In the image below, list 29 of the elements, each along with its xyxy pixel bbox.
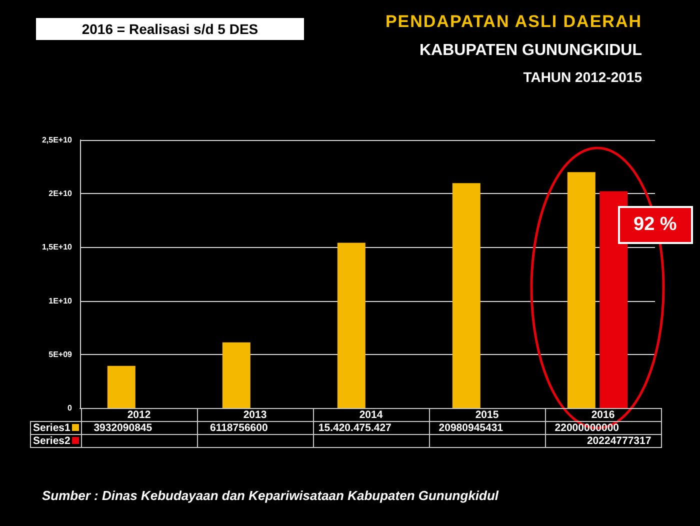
x-tick-label: 2013 <box>241 409 269 421</box>
legend-label: Series2 <box>33 435 70 447</box>
chart-subtitle: KABUPATEN GUNUNGKIDUL TAHUN 2012-2015 <box>419 41 642 87</box>
data-label: 6118756600 <box>210 422 268 434</box>
y-tick-label: 2E+10 <box>48 189 73 198</box>
bar <box>337 242 366 408</box>
y-tick-label: 0 <box>68 404 73 412</box>
data-label: 22000000000 <box>554 422 620 434</box>
data-label: 3932090845 <box>94 422 152 434</box>
y-tick-label: 1,5E+10 <box>42 242 73 252</box>
y-tick-label: 2,5E+10 <box>42 136 73 144</box>
x-tick-label: 2014 <box>357 409 385 421</box>
legend-label: Series1 <box>33 422 70 434</box>
text: Sumber : Dinas Kebudayaan dan Kepariwisataan Kabupaten Gunungkidul <box>42 488 499 503</box>
bar <box>567 172 596 408</box>
chart-title: PENDAPATAN ASLI DAERAH <box>385 12 642 32</box>
data-label: 20980945431 <box>438 422 504 434</box>
data-label: 15.420.475.427 <box>318 422 392 434</box>
bar <box>222 342 250 408</box>
data-label: 20224777317 <box>586 435 652 447</box>
bar <box>107 366 136 408</box>
x-tick-label: 2012 <box>125 409 153 421</box>
text: 2016 = Realisasi s/d 5 DES <box>36 18 304 40</box>
y-tick-label: 1E+10 <box>48 296 73 306</box>
x-tick-label: 2015 <box>473 409 501 421</box>
annotation: 92 % <box>618 206 693 244</box>
bar <box>452 183 480 408</box>
y-tick-label: 5E+09 <box>48 350 73 359</box>
x-tick-label: 2016 <box>589 409 617 421</box>
